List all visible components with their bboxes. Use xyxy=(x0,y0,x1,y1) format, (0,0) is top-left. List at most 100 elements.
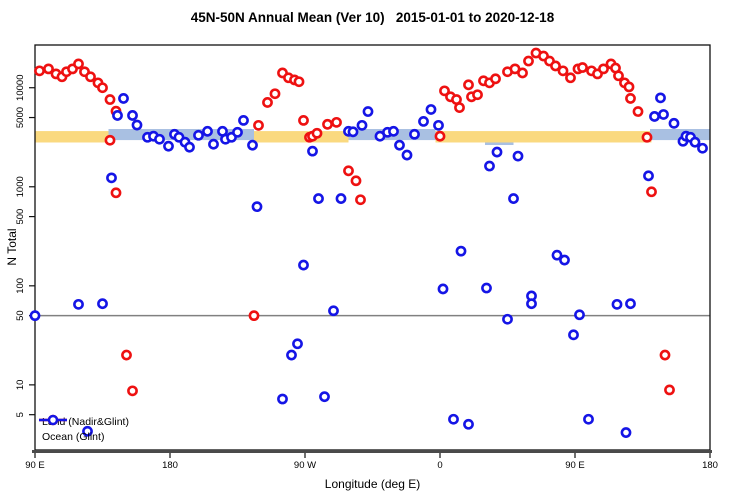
ocean-data-point xyxy=(232,126,243,138)
ocean-data-point xyxy=(620,427,632,438)
y-axis-tick-label: 10 xyxy=(15,380,26,391)
land-data-point xyxy=(598,63,609,75)
y-axis-tick-label: 500 xyxy=(15,209,26,225)
legend-land-label: Land (Nadir&Glint) xyxy=(42,415,129,428)
land-data-point xyxy=(331,116,342,128)
ocean-data-point xyxy=(655,92,666,104)
land-data-point xyxy=(632,106,644,117)
x-axis-tick-label: 0 xyxy=(437,460,442,471)
ocean-data-point xyxy=(463,418,474,430)
ocean-data-point xyxy=(437,283,449,295)
land-data-point xyxy=(664,384,675,396)
land-data-point xyxy=(490,73,501,85)
ocean-data-point xyxy=(319,391,330,403)
x-axis-tick-label: 180 xyxy=(162,460,178,471)
land-data-point xyxy=(322,118,333,130)
ocean-data-point xyxy=(502,313,513,325)
ocean-data-point xyxy=(409,128,420,140)
ocean-data-point xyxy=(559,254,570,266)
y-axis-title: N Total xyxy=(5,228,19,266)
ocean-data-point xyxy=(394,139,405,151)
ocean-data-point xyxy=(401,149,413,161)
ocean-data-point xyxy=(292,338,303,350)
ocean-data-point xyxy=(313,193,324,204)
legend-ocean-label: Ocean (Glint) xyxy=(42,430,105,443)
x-axis-title: Longitude (deg E) xyxy=(324,477,421,491)
land-data-point xyxy=(623,81,635,93)
ocean-data-point xyxy=(29,310,41,322)
ocean-data-point xyxy=(127,110,138,121)
land-mean-band-segment xyxy=(35,131,109,143)
land-data-point xyxy=(253,119,264,131)
ocean-data-point xyxy=(106,172,117,184)
ocean-data-point xyxy=(184,141,195,153)
land-data-point xyxy=(439,85,450,97)
land-data-point xyxy=(43,63,54,75)
land-data-point xyxy=(517,67,528,79)
land-data-point xyxy=(472,89,483,101)
legend-entry-ocean: Ocean (Glint) xyxy=(37,414,129,444)
ocean-data-point xyxy=(73,298,84,310)
land-data-point xyxy=(293,76,305,88)
land-data-point xyxy=(248,310,260,322)
ocean-data-point xyxy=(418,116,429,127)
ocean-data-point xyxy=(202,125,213,137)
x-axis-tick-label: 90 E xyxy=(565,460,585,471)
ocean-data-point xyxy=(481,282,492,294)
ocean-data-point xyxy=(697,142,708,154)
ocean-data-point xyxy=(484,160,495,172)
land-data-point xyxy=(613,70,624,82)
ocean-data-point xyxy=(643,170,654,182)
land-data-point xyxy=(311,127,323,139)
y-axis-tick-label: 10000 xyxy=(15,75,26,101)
x-axis-tick-label: 90 W xyxy=(294,460,316,471)
ocean-data-point xyxy=(208,138,219,150)
land-data-point xyxy=(557,65,569,77)
land-data-point xyxy=(625,93,636,104)
ocean-data-point xyxy=(512,150,524,162)
ocean-data-point xyxy=(97,298,108,310)
ocean-data-point xyxy=(362,106,374,117)
land-data-point xyxy=(577,62,588,73)
ocean-data-point xyxy=(118,93,129,104)
land-data-point xyxy=(434,130,446,142)
land-data-point xyxy=(298,114,309,126)
land-data-point xyxy=(641,131,653,143)
land-data-point xyxy=(463,79,474,91)
ocean-data-point xyxy=(82,425,93,437)
ocean-data-point xyxy=(649,111,660,122)
ocean-data-point xyxy=(568,329,579,341)
ocean-data-point xyxy=(658,109,669,120)
ocean-data-point xyxy=(388,125,399,137)
ocean-data-point xyxy=(347,126,359,138)
land-data-point xyxy=(565,72,576,84)
ocean-data-point xyxy=(251,201,263,213)
ocean-data-point xyxy=(455,245,467,257)
land-data-point xyxy=(454,102,465,114)
y-axis-tick-label: 5 xyxy=(15,412,26,417)
legend: Land (Nadir&Glint) Ocean (Glint) xyxy=(37,414,129,444)
land-data-point xyxy=(550,60,561,72)
ocean-data-point xyxy=(668,117,680,129)
ocean-data-point xyxy=(574,309,585,321)
land-data-point xyxy=(85,71,96,83)
ocean-data-point xyxy=(611,298,623,310)
land-data-point xyxy=(34,65,45,77)
land-data-point xyxy=(97,82,108,94)
y-axis-tick-label: 5000 xyxy=(15,107,26,128)
land-data-point xyxy=(104,134,116,146)
ocean-data-point xyxy=(491,146,503,158)
ocean-data-point xyxy=(625,298,636,310)
ocean-data-point xyxy=(112,110,123,121)
land-data-point xyxy=(262,97,273,108)
ocean-data-point xyxy=(307,145,318,157)
ocean-data-point xyxy=(238,114,249,126)
ocean-data-point xyxy=(448,413,459,425)
land-data-point xyxy=(350,175,362,187)
ocean-data-point xyxy=(526,298,537,310)
ocean-data-point xyxy=(356,119,368,131)
y-axis-tick-label: 50 xyxy=(15,310,26,321)
y-axis-tick-label: 100 xyxy=(15,278,26,294)
ocean-data-point xyxy=(277,393,288,405)
